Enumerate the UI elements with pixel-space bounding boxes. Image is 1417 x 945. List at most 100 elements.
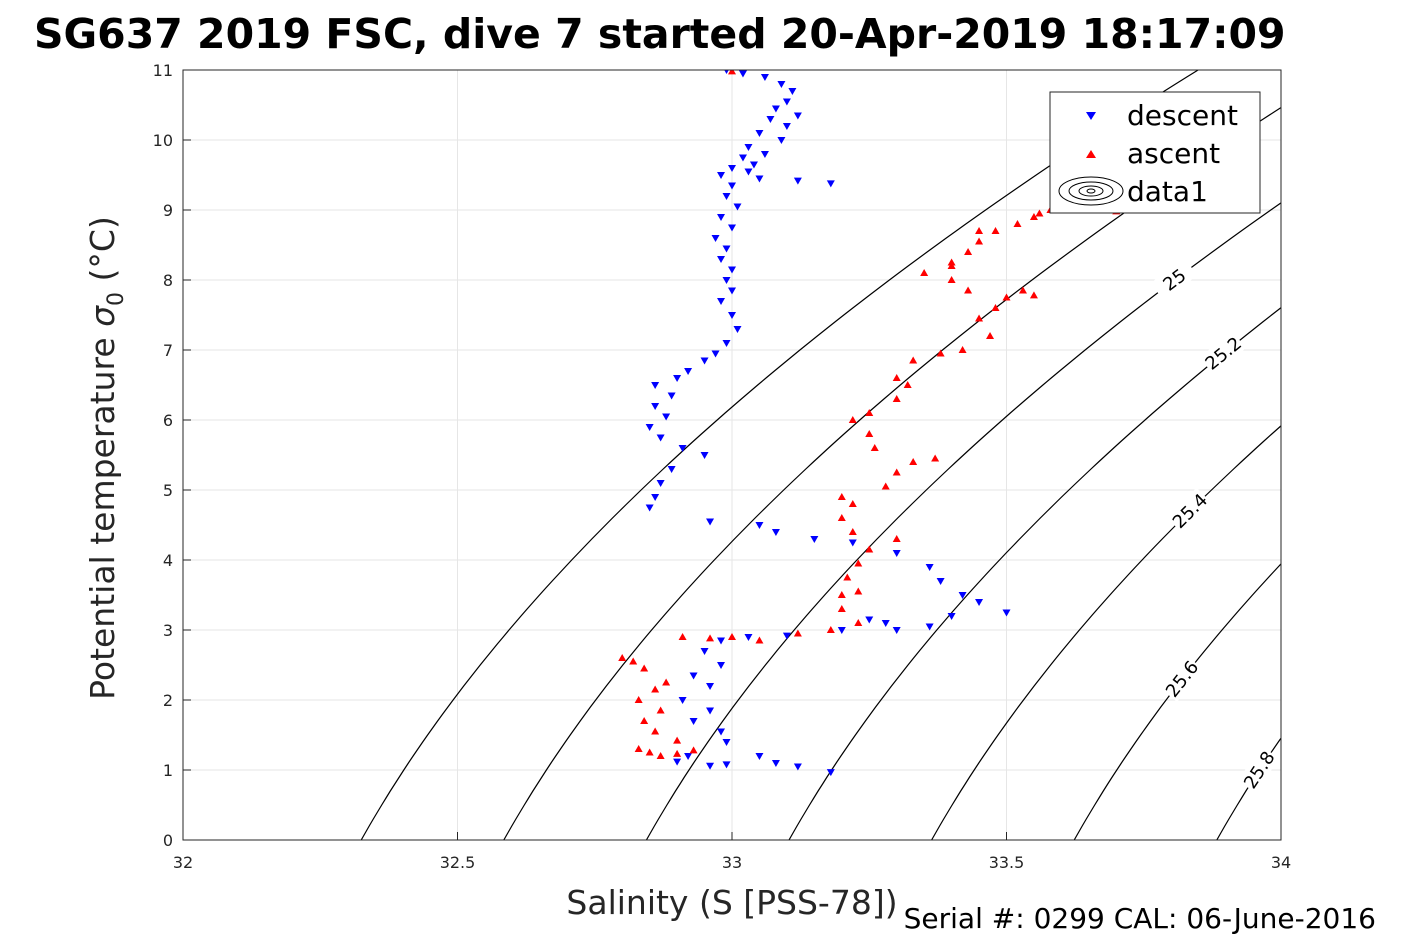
ascent-point bbox=[629, 657, 638, 665]
contour-label: 25.2 bbox=[1199, 330, 1247, 375]
descent-point bbox=[760, 74, 769, 81]
descent-point bbox=[892, 550, 901, 557]
descent-point bbox=[728, 312, 736, 319]
descent-point bbox=[724, 70, 729, 74]
descent-point bbox=[837, 627, 846, 634]
descent-point bbox=[925, 623, 934, 631]
descent-point bbox=[810, 536, 819, 543]
descent-point bbox=[760, 151, 769, 158]
ascent-point bbox=[848, 528, 857, 535]
legend-contour-icon bbox=[1058, 176, 1124, 206]
ascent-point bbox=[865, 545, 874, 553]
descent-point bbox=[892, 627, 901, 634]
ascent-point bbox=[991, 304, 1000, 311]
legend-descent-label: descent bbox=[1127, 99, 1238, 132]
descent-point bbox=[925, 564, 934, 571]
descent-point bbox=[700, 452, 709, 459]
x-tick-labels: 32 32.5 33 33.5 34 bbox=[173, 853, 1291, 872]
descent-point bbox=[722, 761, 731, 769]
descent-point bbox=[689, 718, 698, 725]
ascent-point bbox=[640, 717, 649, 724]
y-axis-label-unit: (°C) bbox=[83, 216, 122, 292]
contour-label: 25.6 bbox=[1159, 655, 1204, 702]
y-tick-label: 8 bbox=[163, 271, 173, 290]
descent-point bbox=[749, 161, 758, 169]
ascent-point bbox=[673, 749, 682, 757]
descent-point bbox=[755, 130, 764, 137]
descent-point bbox=[717, 256, 726, 263]
ascent-point bbox=[947, 276, 956, 283]
ascent-point bbox=[1035, 209, 1044, 217]
descent-point bbox=[645, 424, 654, 431]
legend-ascent-label: ascent bbox=[1127, 137, 1220, 170]
contour-label-bg bbox=[1159, 655, 1204, 702]
descent-point bbox=[722, 739, 731, 746]
ascent-point bbox=[848, 416, 857, 423]
ascent-point bbox=[837, 493, 846, 500]
ascent-point bbox=[903, 381, 912, 388]
ascent-point bbox=[975, 237, 984, 245]
y-tick-label: 11 bbox=[153, 61, 173, 80]
descent-point bbox=[771, 105, 780, 113]
descent-point bbox=[684, 753, 693, 760]
descent-point bbox=[662, 413, 671, 421]
ascent-point bbox=[986, 332, 995, 339]
descent-point bbox=[700, 648, 709, 655]
descent-point bbox=[744, 634, 753, 641]
descent-point bbox=[782, 123, 791, 130]
descent-point bbox=[667, 466, 676, 473]
descent-point bbox=[651, 382, 660, 389]
descent-point bbox=[848, 539, 857, 547]
y-axis-label-subscript: 0 bbox=[104, 292, 129, 306]
y-tick-label: 6 bbox=[163, 411, 173, 430]
descent-point bbox=[728, 287, 736, 295]
ascent-point bbox=[975, 227, 984, 234]
plot-frame bbox=[182, 69, 1282, 841]
ascent-point bbox=[975, 314, 984, 322]
ascent-point bbox=[854, 587, 863, 595]
descent-point bbox=[667, 392, 676, 400]
descent-point bbox=[722, 277, 731, 284]
descent-point bbox=[793, 112, 802, 120]
chart-title: SG637 2019 FSC, dive 7 started 20-Apr-20… bbox=[34, 10, 1286, 58]
x-tick-label: 32.5 bbox=[440, 853, 476, 872]
ascent-point bbox=[634, 745, 643, 752]
ascent-point bbox=[920, 269, 929, 276]
isopycnal-line bbox=[645, 202, 1281, 840]
descent-point bbox=[947, 613, 956, 620]
serial-caption: Serial #: 0299 CAL: 06-June-2016 bbox=[904, 902, 1376, 935]
y-axis-label-symbol: σ bbox=[83, 305, 122, 327]
descent-point bbox=[755, 753, 764, 760]
descent-point bbox=[728, 224, 736, 232]
descent-point bbox=[728, 165, 736, 172]
density-contours bbox=[360, 70, 1281, 840]
ascent-point bbox=[870, 444, 879, 451]
ascent-point bbox=[892, 468, 901, 476]
ascent-point bbox=[909, 458, 918, 465]
ascent-point bbox=[1029, 213, 1038, 220]
y-tick-label: 10 bbox=[153, 131, 173, 150]
descent-point bbox=[738, 154, 747, 162]
ascent-point bbox=[618, 654, 627, 661]
ascent-point bbox=[881, 482, 890, 490]
ascent-point bbox=[892, 395, 901, 402]
descent-point bbox=[706, 707, 715, 715]
descent-point bbox=[782, 98, 791, 106]
x-tick-label: 33 bbox=[722, 853, 742, 872]
y-tick-label: 4 bbox=[163, 551, 173, 570]
legend-box bbox=[1049, 91, 1261, 214]
contour-label-bg bbox=[1199, 330, 1247, 375]
descent-point bbox=[722, 340, 731, 347]
x-tick-label: 33.5 bbox=[989, 853, 1025, 872]
descent-point bbox=[711, 235, 720, 242]
ascent-point bbox=[1013, 220, 1022, 227]
ascent-point bbox=[991, 227, 1000, 234]
descent-point bbox=[684, 368, 693, 375]
ascent-point bbox=[755, 636, 764, 644]
descent-point bbox=[717, 214, 726, 221]
descent-point bbox=[793, 763, 802, 771]
descent-point bbox=[958, 592, 967, 599]
descent-point bbox=[771, 529, 780, 536]
isopycnal-line bbox=[360, 70, 1200, 840]
